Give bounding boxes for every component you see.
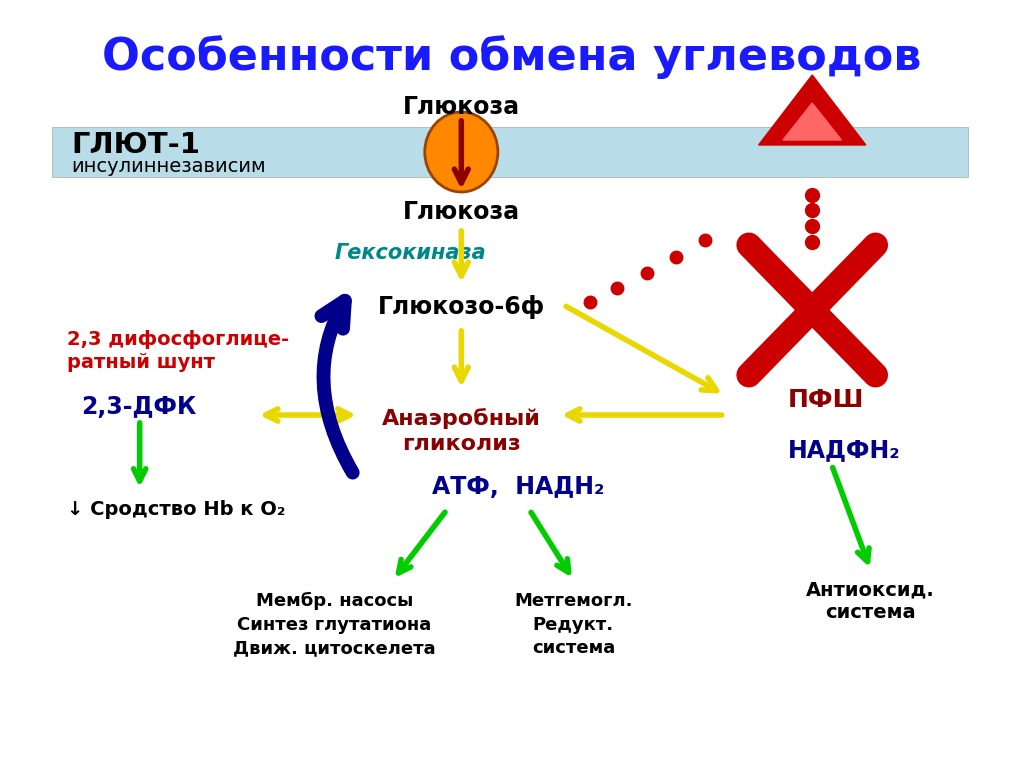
Text: Глюкоза: Глюкоза (402, 200, 520, 224)
Text: Глюкозо-6ф: Глюкозо-6ф (378, 295, 545, 319)
Text: Антиоксид.
система: Антиоксид. система (806, 580, 935, 623)
Text: ГЛЮТ-1: ГЛЮТ-1 (72, 131, 201, 159)
Text: Метгемогл.
Редукт.
система: Метгемогл. Редукт. система (514, 592, 633, 657)
Polygon shape (783, 103, 842, 140)
Text: 2,3-ДФК: 2,3-ДФК (81, 395, 197, 419)
Text: Гексокиназа: Гексокиназа (335, 243, 486, 263)
Text: ↓ Сродство Hb к О₂: ↓ Сродство Hb к О₂ (67, 500, 285, 519)
Ellipse shape (425, 112, 498, 192)
Text: АТФ,  НАДН₂: АТФ, НАДН₂ (432, 475, 604, 499)
Text: Анаэробный
гликолиз: Анаэробный гликолиз (382, 408, 541, 454)
Text: Глюкоза: Глюкоза (402, 95, 520, 119)
Text: Особенности обмена углеводов: Особенности обмена углеводов (102, 35, 922, 79)
Text: 2,3 дифосфоглице-
ратный шунт: 2,3 дифосфоглице- ратный шунт (67, 330, 289, 373)
FancyBboxPatch shape (52, 127, 968, 177)
Text: Мембр. насосы
Синтез глутатиона
Движ. цитоскелета: Мембр. насосы Синтез глутатиона Движ. ци… (233, 592, 436, 657)
Polygon shape (759, 75, 866, 145)
Text: ПФШ: ПФШ (787, 388, 864, 412)
Text: инсулиннезависим: инсулиннезависим (72, 157, 266, 176)
Text: НАДФН₂: НАДФН₂ (787, 438, 900, 462)
